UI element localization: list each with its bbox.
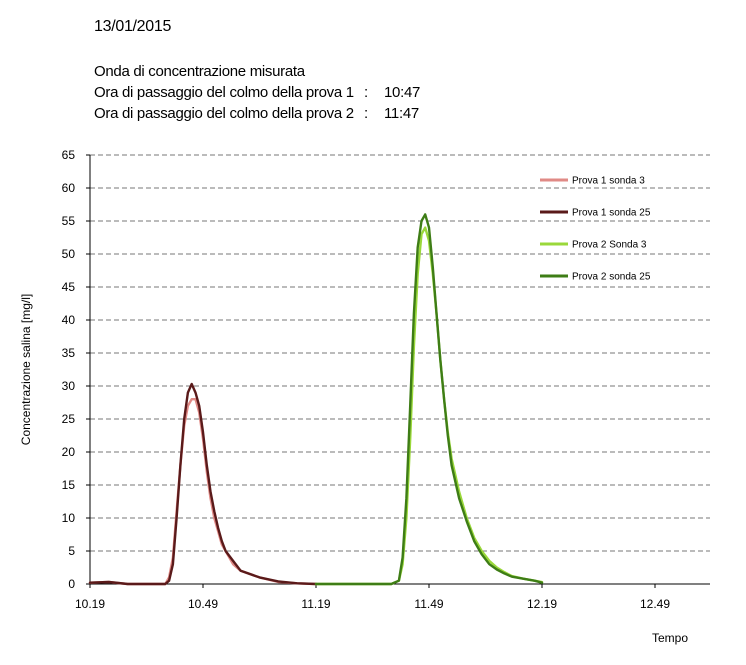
peak1-separator: :	[364, 84, 368, 101]
peak2-separator: :	[364, 105, 368, 122]
y-tick-label: 55	[62, 214, 76, 228]
x-tick-label: 12.49	[640, 597, 670, 611]
legend-label: Prova 1 sonda 25	[572, 208, 651, 219]
y-tick-label: 15	[62, 478, 76, 492]
y-tick-label: 50	[62, 247, 76, 261]
peak1-label: Ora di passaggio del colmo della prova 1	[94, 84, 354, 101]
y-axis-title: Concentrazione salina [mg/l]	[19, 294, 33, 445]
peak1-row: Ora di passaggio del colmo della prova 1…	[94, 82, 420, 103]
chart-subtitle: Onda di concentrazione misurata	[94, 63, 305, 80]
legend-label: Prova 2 sonda 25	[572, 272, 651, 283]
y-tick-label: 20	[62, 445, 76, 459]
grid-lines	[90, 154, 710, 552]
y-tick-label: 0	[68, 577, 75, 591]
y-tick-label: 65	[62, 148, 76, 162]
x-axis-title: Tempo	[652, 631, 688, 645]
x-tick-label: 12.19	[527, 597, 557, 611]
series-line-3	[314, 226, 544, 586]
peak2-row: Ora di passaggio del colmo della prova 2…	[94, 103, 420, 124]
y-tick-label: 30	[62, 379, 76, 393]
x-tick-label: 10.19	[75, 597, 105, 611]
peak2-label: Ora di passaggio del colmo della prova 2	[94, 105, 354, 122]
peak2-time: 11:47	[384, 105, 419, 122]
y-tick-label: 5	[68, 544, 75, 558]
y-tick-label: 25	[62, 412, 76, 426]
axes	[86, 154, 710, 588]
chart-info: Onda di concentrazione misurata Ora di p…	[94, 61, 420, 124]
series-lines	[88, 213, 544, 586]
chart-header: 13/01/2015	[94, 18, 171, 36]
x-tick-label: 11.49	[414, 597, 443, 611]
x-tick-label: 11.19	[301, 597, 330, 611]
y-tick-label: 35	[62, 346, 76, 360]
x-tick-labels: 10.19 10.49 11.19 11.49 12.19 12.49	[75, 597, 670, 611]
chart-date: 13/01/2015	[94, 18, 172, 35]
legend: Prova 1 sonda 3 Prova 1 sonda 25 Prova 2 S…	[540, 176, 651, 283]
y-tick-label: 10	[62, 511, 76, 525]
y-tick-label: 40	[62, 313, 76, 327]
legend-label: Prova 1 sonda 3	[572, 176, 645, 187]
series-line-2	[88, 382, 318, 586]
legend-label: Prova 2 Sonda 3	[572, 240, 647, 251]
peak1-time: 10:47	[384, 84, 421, 101]
y-tick-label: 45	[62, 280, 76, 294]
y-tick-label: 60	[62, 181, 76, 195]
series-line-4	[314, 213, 544, 586]
y-tick-labels: 0 5 10 15 20 25 30 35 40 45 50 55 60 65	[62, 148, 76, 591]
x-tick-label: 10.49	[188, 597, 218, 611]
